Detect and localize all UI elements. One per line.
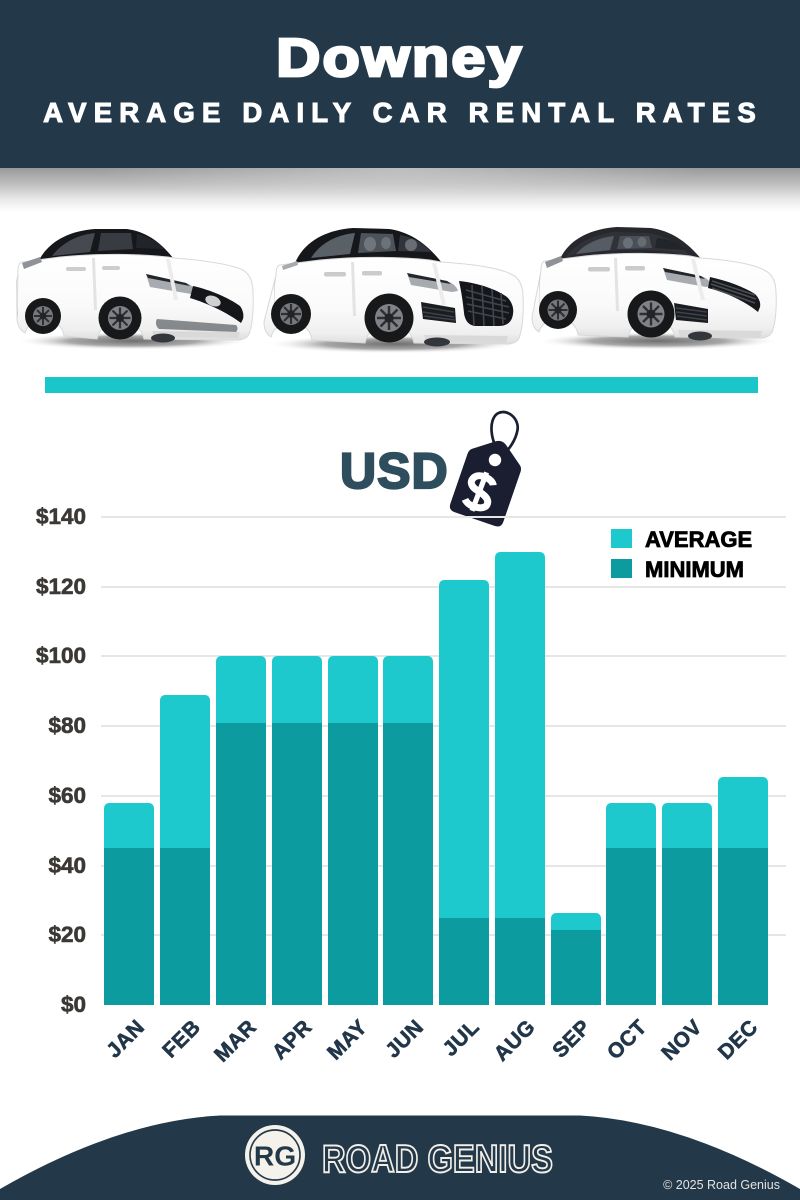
svg-text:RG: RG	[254, 1139, 296, 1171]
